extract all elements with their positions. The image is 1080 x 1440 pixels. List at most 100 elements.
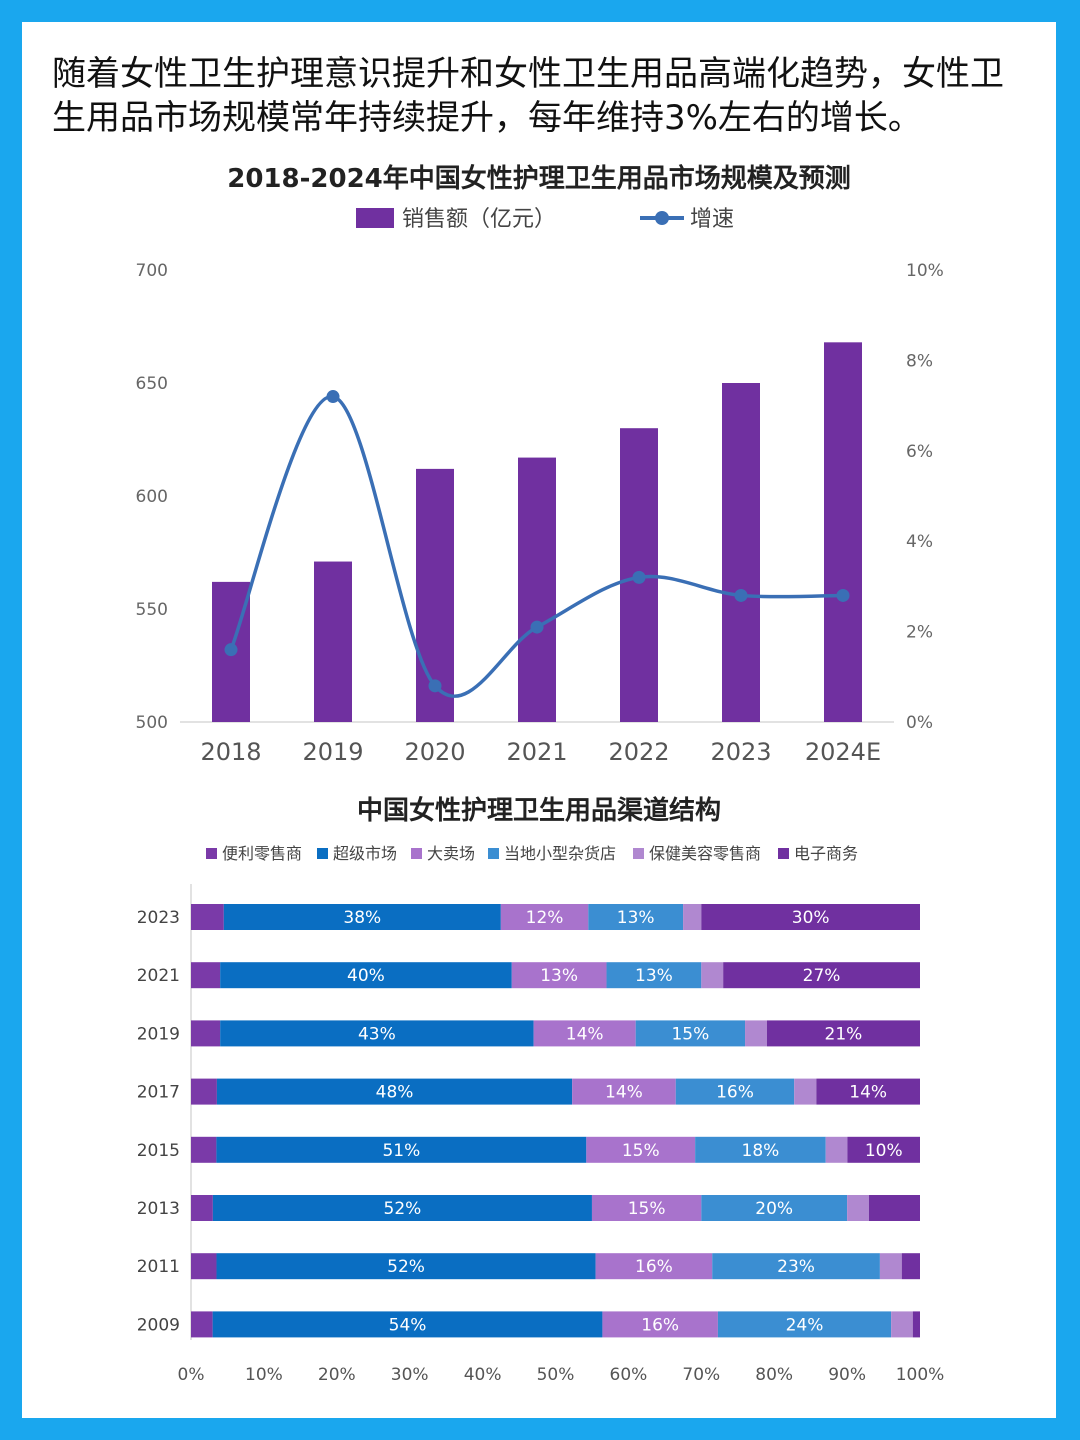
y-axis-tick: 2017 (137, 1083, 180, 1103)
chart1-legend: 销售额（亿元） 增速 (356, 207, 734, 232)
channel-segment (794, 1078, 817, 1105)
segment-label: 40% (347, 966, 385, 986)
y-axis-tick: 2009 (137, 1315, 180, 1335)
legend-label: 当地小型杂货店 (504, 844, 616, 863)
growth-point (326, 390, 340, 404)
segment-label: 13% (540, 966, 578, 986)
channel-segment (602, 1311, 718, 1338)
channel-segment (901, 1253, 920, 1280)
left-axis-tick: 650 (136, 374, 168, 394)
left-axis-tick: 550 (136, 600, 168, 620)
segment-label: 18% (742, 1141, 780, 1161)
x-axis-tick: 10% (245, 1365, 283, 1385)
channel-segment (220, 962, 512, 989)
legend-swatch (411, 848, 422, 859)
channel-segment (879, 1253, 902, 1280)
channel-segment (212, 1311, 603, 1338)
segment-label: 16% (635, 1257, 673, 1277)
x-axis-tick: 100% (896, 1365, 945, 1385)
legend-swatch (317, 848, 328, 859)
right-axis-tick: 8% (906, 351, 933, 371)
segment-label: 15% (628, 1199, 666, 1219)
legend-swatch (778, 848, 789, 859)
segment-label: 27% (803, 966, 841, 986)
channel-segment (712, 1253, 880, 1280)
channel-segment (191, 1020, 221, 1047)
channel-segment (191, 1136, 217, 1163)
legend-swatch (633, 848, 644, 859)
chart1-title: 2018-2024年中国女性护理卫生用品市场规模及预测 (227, 164, 851, 194)
market-size-chart: 销售额（亿元） 增速 500 550 600 650 700 0% 2% 4% 6% 8% 10% 201… (136, 207, 944, 766)
legend-label: 超级市场 (333, 844, 397, 863)
segment-label: 30% (792, 908, 830, 928)
channel-segment (816, 1078, 920, 1105)
x-axis-tick: 60% (610, 1365, 648, 1385)
channel-segment (591, 1195, 702, 1221)
x-axis-tick: 90% (828, 1365, 866, 1385)
channel-segment (683, 904, 702, 930)
legend-swatch (488, 848, 499, 859)
sales-bar (518, 457, 556, 722)
sales-bar (314, 561, 352, 722)
chart2-legend: 便利零售商 超级市场 大卖场 当地小型杂货店 保健美容零售商 电子商务 (206, 844, 858, 863)
legend-label: 便利零售商 (222, 844, 302, 863)
x-axis-tick: 2018 (200, 738, 261, 766)
y-axis-tick: 2023 (137, 908, 180, 928)
segment-label: 43% (358, 1024, 396, 1044)
x-axis-tick: 40% (464, 1365, 502, 1385)
channel-segment (586, 1136, 696, 1163)
channel-segment (675, 1078, 795, 1105)
legend-label: 大卖场 (427, 844, 475, 863)
channel-segment (847, 1136, 920, 1163)
x-axis-tick: 0% (178, 1365, 205, 1385)
channel-segment (701, 904, 920, 930)
growth-line (229, 394, 844, 698)
channel-segment (216, 1136, 587, 1163)
legend-label: 电子商务 (794, 844, 858, 863)
right-axis-tick: 4% (906, 532, 933, 552)
channel-segment (191, 1078, 217, 1105)
segment-label: 21% (825, 1024, 863, 1044)
channel-segment (220, 1020, 534, 1047)
segment-label: 51% (382, 1141, 420, 1161)
right-axis-tick: 2% (906, 623, 933, 643)
segment-label: 15% (622, 1141, 660, 1161)
segment-label: 48% (376, 1083, 414, 1103)
segment-label: 52% (384, 1199, 422, 1219)
segment-label: 13% (617, 908, 655, 928)
segment-label: 14% (566, 1024, 604, 1044)
channel-segment (191, 1195, 213, 1221)
x-axis-tick: 2019 (302, 738, 363, 766)
channel-segment (191, 1253, 217, 1280)
legend-label: 保健美容零售商 (649, 844, 761, 863)
segment-label: 24% (786, 1315, 824, 1335)
intro-text: 随着女性卫生护理意识提升和女性卫生用品高端化趋势，女性卫生用品市场规模常年持续提… (52, 54, 1004, 138)
y-axis-tick: 2011 (137, 1257, 180, 1277)
channel-segment (825, 1136, 848, 1163)
channel-segment (216, 1078, 573, 1105)
left-axis-tick: 600 (136, 487, 168, 507)
x-axis-tick: 70% (682, 1365, 720, 1385)
x-axis-tick: 80% (755, 1365, 793, 1385)
segment-label: 38% (343, 908, 381, 928)
x-axis-tick: 2024E (805, 738, 881, 766)
y-axis-tick: 2013 (137, 1199, 180, 1219)
segment-label: 10% (865, 1141, 903, 1161)
channel-segment (847, 1195, 869, 1221)
x-axis-tick: 20% (318, 1365, 356, 1385)
channel-segment (701, 1195, 848, 1221)
channel-segment (191, 904, 224, 930)
legend-label-growth: 增速 (690, 207, 734, 232)
x-axis-tick: 2021 (506, 738, 567, 766)
channel-segment (891, 1311, 913, 1338)
channel-segment (745, 1020, 767, 1047)
channel-segment (216, 1253, 596, 1280)
channel-segment (868, 1195, 920, 1221)
x-axis-tick: 2022 (608, 738, 669, 766)
x-axis-tick: 30% (391, 1365, 429, 1385)
y-axis-tick: 2015 (137, 1141, 180, 1161)
sales-bar (824, 342, 862, 722)
growth-point (224, 643, 238, 657)
legend-marker-growth (655, 211, 669, 225)
growth-point (530, 620, 544, 634)
